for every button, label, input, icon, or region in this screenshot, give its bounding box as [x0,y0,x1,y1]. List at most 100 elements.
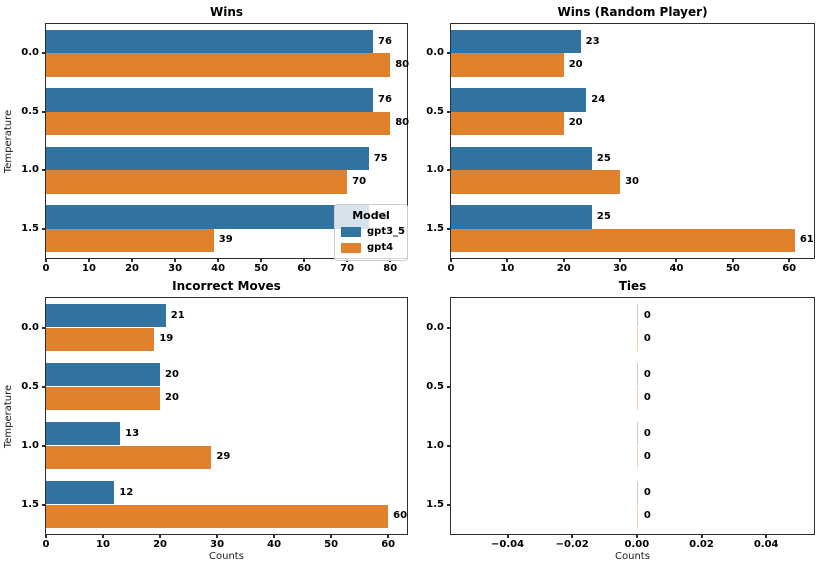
x-tick-label: 0 [447,263,455,274]
legend: Model gpt3_5 gpt4 [334,204,408,261]
x-tick-mark [619,258,622,262]
bar-gpt4 [46,445,212,470]
legend-entry-gpt3_5: gpt3_5 [341,226,405,238]
bar-gpt4 [451,53,564,77]
y-tick-mark [42,385,46,388]
bar-gpt4 [636,445,638,470]
bar-gpt4 [46,228,214,253]
y-axis-label: Temperature [3,384,15,448]
bar-gpt3_5 [451,88,587,112]
x-tick-label: 60 [297,263,312,274]
axes-wins: Wins Temperature Model gpt3_5 gpt4 0.0 76… [4,5,410,274]
y-tick-label: 1.0 [426,164,444,176]
bar-gpt4 [636,327,638,352]
bar-gpt3_5 [46,146,369,171]
bar-gpt4 [451,228,795,253]
y-tick-mark [447,110,451,113]
x-tick-mark [45,258,47,262]
bar-value-label: 12 [119,486,134,498]
x-tick-label: 40 [669,263,684,274]
chart-title: Ties [618,279,647,293]
bar-value-label: 20 [165,392,179,404]
x-tick-label: 10 [82,263,96,274]
bar-gpt3_5 [451,205,592,229]
y-tick-label: 1.0 [21,164,39,176]
x-tick-mark [700,534,703,538]
x-tick-mark [303,258,306,262]
bar-value-label: 60 [393,510,408,522]
chart-title: Incorrect Moves [172,279,281,293]
legend-swatch-gpt4-icon [341,243,361,253]
x-tick-label: 20 [556,263,571,274]
y-tick-label: 1.5 [426,498,444,510]
x-tick-label: 60 [782,263,797,274]
bar-gpt4 [46,111,391,136]
bar-gpt3_5 [636,421,638,446]
y-tick-mark [447,385,451,388]
bar-value-label: 13 [125,427,140,439]
bar-gpt3_5 [46,480,115,505]
x-tick-mark [506,258,509,262]
bar-value-label: 0 [643,392,651,404]
bar-value-label: 20 [568,117,583,129]
x-tick-mark [635,534,638,538]
bar-gpt3_5 [46,362,161,387]
bar-gpt4 [46,327,155,352]
bar-gpt3_5 [46,29,373,54]
bar-value-label: 21 [170,309,185,321]
bar-value-label: 70 [352,175,367,187]
y-tick-mark [447,227,451,230]
x-tick-label: 60 [381,539,396,550]
x-tick-label: 50 [254,263,269,274]
bar-value-label: 0 [643,451,651,463]
bar-value-label: 25 [596,152,611,164]
bar-gpt3_5 [46,303,166,328]
x-tick-mark [102,534,105,538]
x-axis-label: Counts [209,551,244,562]
x-tick-mark [675,258,678,262]
axes-ties: Ties Counts 0.0 0 0 0.5 0 0 1.0 0 0 1.5 0 0 −0.04 −0.… [426,279,815,562]
x-tick-label: 70 [340,263,355,274]
bar-value-label: 20 [165,368,179,380]
y-tick-mark [42,227,46,230]
x-tick-mark [387,534,390,538]
bar-gpt3_5 [451,146,592,171]
y-tick-label: 1.5 [21,222,39,234]
y-tick-mark [447,444,451,447]
bar-gpt4 [46,504,389,529]
bar-value-label: 23 [585,35,600,47]
y-tick-mark [42,169,46,172]
bar-value-label: 80 [395,58,410,70]
x-tick-mark [506,534,509,538]
x-tick-mark [788,258,791,262]
x-tick-mark [45,534,47,538]
x-tick-mark [765,534,768,538]
y-tick-mark [42,326,46,329]
y-tick-label: 0.5 [21,105,39,117]
y-tick-label: 0.5 [426,105,444,117]
bar-value-label: 76 [378,35,392,47]
x-tick-label: 0 [42,539,50,550]
bar-value-label: 24 [591,94,606,106]
bar-value-label: 0 [643,309,651,321]
bar-value-label: 0 [643,510,651,522]
x-tick-label: 0 [42,263,50,274]
x-tick-mark [330,534,333,538]
bar-value-label: 0 [643,333,651,345]
bar-value-label: 20 [568,58,583,70]
y-tick-label: 0.5 [426,380,444,392]
bar-value-label: 30 [625,175,640,187]
y-axis-label: Temperature [3,109,15,173]
x-tick-mark [216,534,219,538]
x-tick-label: 10 [500,263,515,274]
x-tick-mark [562,258,565,262]
chart-title: Wins [209,5,244,19]
bar-gpt3_5 [46,421,121,446]
x-tick-label: −0.02 [555,539,589,550]
bar-value-label: 61 [799,234,814,246]
bar-gpt4 [46,170,348,194]
x-tick-label: 20 [153,539,167,550]
legend-label: gpt3_5 [367,226,406,237]
bar-gpt3_5 [636,480,638,505]
